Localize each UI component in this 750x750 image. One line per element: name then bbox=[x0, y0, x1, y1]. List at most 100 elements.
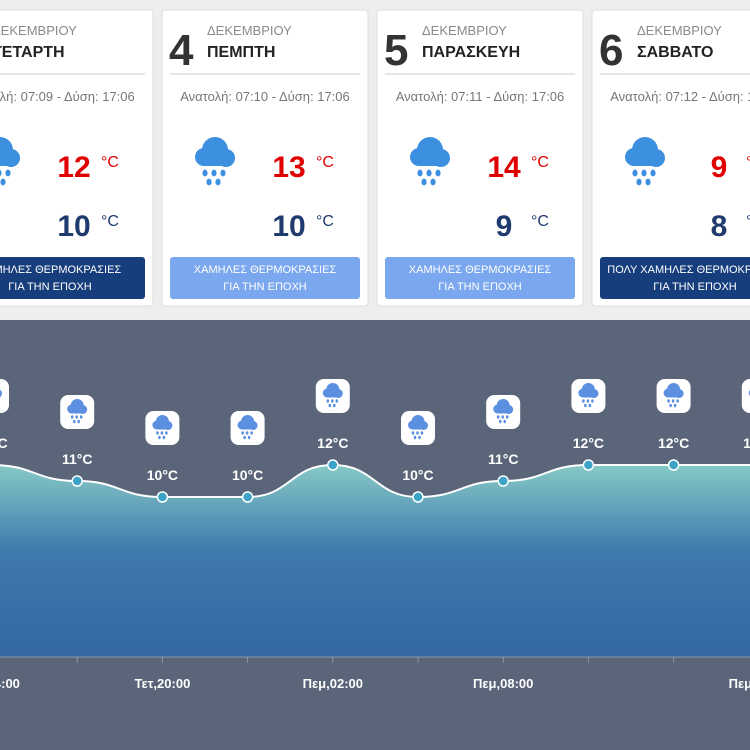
rain-drop bbox=[418, 435, 421, 440]
rain-drop bbox=[0, 169, 2, 177]
low-temp: 8 bbox=[711, 210, 728, 243]
temperature-label: 10°C bbox=[232, 467, 263, 483]
rain-drop bbox=[420, 431, 424, 435]
weekday: ΠΕΜΠΤΗ bbox=[207, 44, 275, 61]
temp-unit: °C bbox=[316, 213, 334, 230]
rain-drop bbox=[676, 399, 679, 403]
warning-text: ΓΙΑ ΤΗΝ ΕΠΟΧΗ bbox=[223, 281, 307, 293]
weather-icon bbox=[625, 137, 665, 186]
high-temp: 13 bbox=[272, 151, 305, 184]
rain-drop bbox=[673, 403, 677, 408]
temperature-label: 12°C bbox=[317, 435, 348, 451]
rain-drop bbox=[588, 403, 592, 408]
temp-unit: °C bbox=[316, 154, 334, 171]
weather-icon bbox=[195, 137, 235, 186]
weekday: ΠΑΡΑΣΚΕΥΗ bbox=[422, 44, 520, 61]
cloud-part bbox=[0, 157, 11, 166]
rain-drop bbox=[641, 169, 647, 177]
rain-drop bbox=[72, 419, 76, 424]
rain-drop bbox=[435, 169, 441, 177]
temperature-label: 11°C bbox=[488, 451, 519, 467]
weather-icon bbox=[578, 383, 599, 408]
rain-drop bbox=[582, 399, 585, 403]
rain-drop bbox=[202, 169, 208, 177]
warning-text: ΧΑΜΗΛΕΣ ΘΕΡΜΟΚΡΑΣΙΕΣ bbox=[409, 264, 552, 276]
temperature-label: 10°C bbox=[402, 467, 433, 483]
temperature-point bbox=[156, 491, 169, 503]
low-temp: 10 bbox=[57, 210, 90, 243]
temperature-point bbox=[327, 459, 339, 471]
day-card bbox=[376, 9, 584, 307]
warning-text: ΓΙΑ ΤΗΝ ΕΠΟΧΗ bbox=[8, 281, 92, 293]
rain-drop bbox=[165, 431, 168, 435]
sun-times: Ανατολή: 07:12 - Δύση: 17:06 bbox=[610, 89, 750, 104]
rain-drop bbox=[5, 169, 11, 177]
rain-drop bbox=[0, 178, 6, 186]
rain-drop bbox=[79, 415, 83, 419]
weekday: ΣΑΒΒΑΤΟ bbox=[637, 44, 713, 61]
day-card bbox=[591, 9, 750, 307]
rain-drop bbox=[162, 435, 166, 440]
rain-drop bbox=[243, 435, 246, 440]
cloud-part bbox=[412, 425, 424, 430]
rain-drop bbox=[421, 178, 427, 186]
day-card bbox=[0, 9, 154, 307]
warning-badge bbox=[0, 257, 145, 299]
low-temp: 9 bbox=[496, 210, 513, 243]
rain-drop bbox=[586, 399, 590, 403]
rain-drop bbox=[328, 403, 332, 408]
cloud-part bbox=[668, 393, 680, 398]
temperature-label: 12°C bbox=[573, 435, 604, 451]
warning-text: ΠΟΛΥ ΧΑΜΗΛΕΣ ΘΕΡΜΟΚΡΑΣΙΕΣ bbox=[607, 264, 750, 276]
cloud-part bbox=[0, 389, 2, 398]
temp-unit: °C bbox=[746, 213, 750, 230]
low-temp: 10 bbox=[272, 210, 305, 243]
month: ΔΕΚΕΜΒΡΙΟΥ bbox=[0, 23, 77, 38]
weather-icon bbox=[237, 415, 258, 440]
rain-drop bbox=[250, 431, 253, 435]
x-tick-label: Τετ,20:00 bbox=[134, 676, 190, 691]
temperature-label: 12°C bbox=[658, 435, 689, 451]
rain-drop bbox=[326, 399, 330, 403]
rain-drop bbox=[667, 399, 670, 403]
weather-icon bbox=[322, 383, 343, 408]
cloud-part bbox=[582, 393, 594, 398]
temp-unit: °C bbox=[101, 154, 119, 171]
month: ΔΕΚΕΜΒΡΙΟΥ bbox=[637, 23, 722, 38]
weather-icon bbox=[663, 383, 684, 408]
temperature-label: 12°C bbox=[743, 435, 750, 451]
rain-drop bbox=[669, 403, 672, 408]
rain-drop bbox=[426, 169, 432, 177]
cloud-part bbox=[327, 393, 339, 398]
rain-drop bbox=[496, 415, 500, 419]
rain-drop bbox=[211, 169, 217, 177]
month: ΔΕΚΕΜΒΡΙΟΥ bbox=[207, 23, 292, 38]
rain-drop bbox=[331, 399, 334, 403]
rain-drop bbox=[241, 431, 244, 435]
x-tick-label: Πεμ,02:00 bbox=[303, 676, 363, 691]
month: ΔΕΚΕΜΒΡΙΟΥ bbox=[422, 23, 507, 38]
rain-drop bbox=[498, 419, 502, 424]
temperature-point bbox=[71, 475, 83, 487]
rain-drop bbox=[335, 399, 339, 403]
temperature-label: 10°C bbox=[147, 467, 178, 483]
rain-drop bbox=[430, 178, 436, 186]
rain-drop bbox=[77, 419, 80, 424]
temperature-point bbox=[412, 491, 424, 503]
temperature-point bbox=[582, 459, 595, 471]
rain-drop bbox=[245, 431, 249, 435]
rain-drop bbox=[650, 169, 656, 177]
temperature-point bbox=[667, 459, 680, 471]
temperature-label: 11°C bbox=[62, 451, 93, 467]
day-number: 6 bbox=[599, 26, 623, 75]
rain-drop bbox=[591, 399, 594, 403]
temp-unit: °C bbox=[101, 213, 119, 230]
rain-drop bbox=[411, 431, 415, 435]
rain-drop bbox=[416, 431, 419, 435]
high-temp: 9 bbox=[711, 151, 728, 184]
warning-text: ΓΙΑ ΤΗΝ ΕΠΟΧΗ bbox=[438, 281, 522, 293]
rain-drop bbox=[220, 169, 226, 177]
rain-drop bbox=[505, 415, 509, 419]
